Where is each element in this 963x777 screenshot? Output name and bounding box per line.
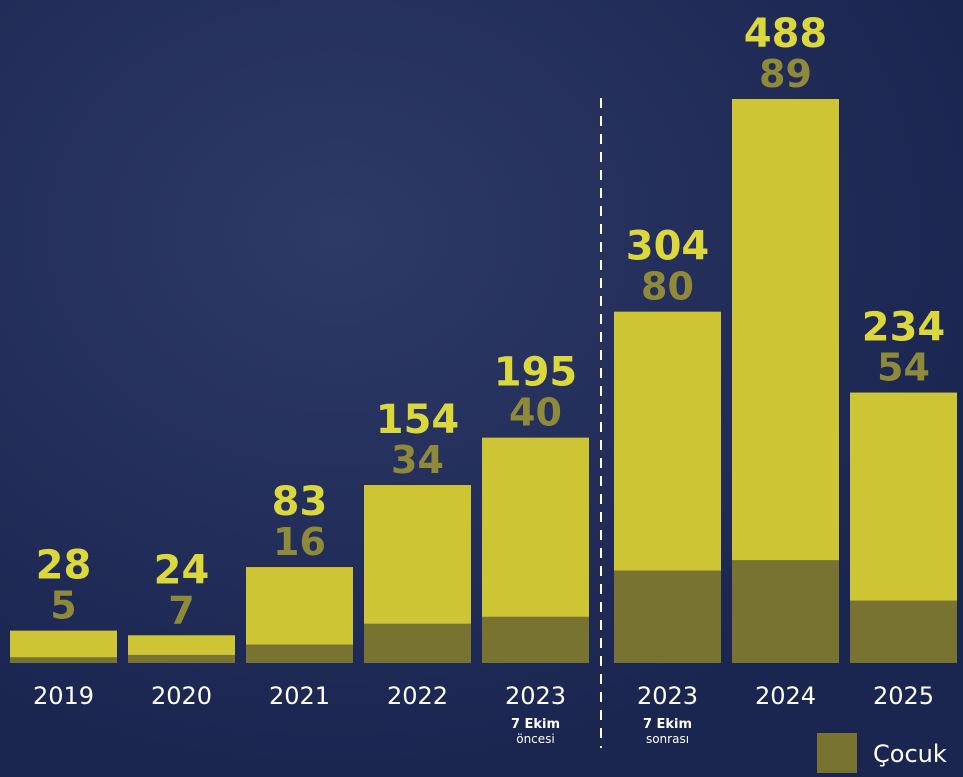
x-tick-label: 2025 [873, 682, 934, 710]
x-tick-label: 2021 [269, 682, 330, 710]
child-bar [614, 570, 721, 663]
x-sublabel: 7 Ekim [511, 717, 560, 732]
x-tick-label: 2023 [637, 682, 698, 710]
x-tick-label: 2024 [755, 682, 816, 710]
child-bar [850, 600, 957, 663]
total-label: 234 [862, 305, 946, 351]
child-bar [10, 657, 117, 663]
child-bar [482, 616, 589, 663]
total-label: 304 [626, 224, 710, 270]
child-label: 5 [50, 584, 76, 628]
child-label: 34 [391, 438, 444, 482]
x-sublabel: 7 Ekim [643, 717, 692, 732]
child-label: 80 [641, 265, 694, 309]
child-bar [732, 560, 839, 663]
total-label: 154 [376, 397, 460, 443]
legend-label: Çocuk [873, 740, 947, 768]
x-tick-label: 2019 [33, 682, 94, 710]
total-label: 28 [36, 543, 92, 589]
child-label: 54 [877, 346, 930, 390]
total-label: 24 [154, 547, 210, 593]
child-label: 89 [759, 52, 812, 96]
legend-swatch [817, 733, 857, 773]
x-sublabel: sonrası [646, 732, 689, 746]
child-bar [246, 644, 353, 663]
child-label: 40 [509, 391, 562, 435]
total-label: 195 [494, 350, 578, 396]
total-label: 83 [272, 479, 328, 525]
x-tick-label: 2022 [387, 682, 448, 710]
child-bar [128, 654, 235, 663]
x-tick-label: 2020 [151, 682, 212, 710]
x-tick-label: 2023 [505, 682, 566, 710]
child-label: 7 [168, 588, 194, 632]
child-label: 16 [273, 520, 326, 564]
total-label: 488 [744, 11, 828, 57]
x-sublabel: öncesi [516, 732, 555, 746]
child-bar [364, 623, 471, 663]
